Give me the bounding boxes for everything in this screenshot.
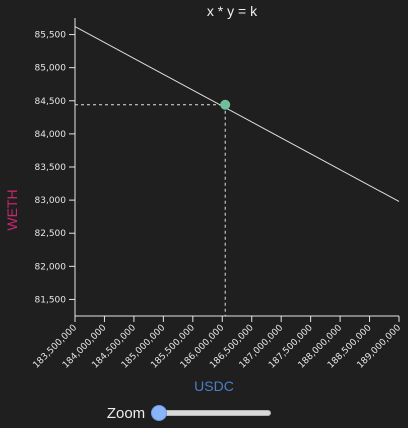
y-tick-label: 84,500 <box>35 97 67 107</box>
y-tick-label: 82,000 <box>35 262 67 272</box>
chart-title: x * y = k <box>207 3 258 19</box>
chart: x * y = k 81,500 82,000 82,500 83,000 83,500… <box>4 3 403 394</box>
x-axis-label: USDC <box>194 378 234 394</box>
curve-line <box>74 26 400 202</box>
zoom-control: Zoom <box>0 400 408 426</box>
y-tick-label: 85,000 <box>35 64 67 74</box>
zoom-label: Zoom <box>106 404 146 422</box>
y-tick-label: 85,500 <box>35 31 67 41</box>
y-tick-label: 83,500 <box>35 163 67 173</box>
y-axis: 81,500 82,000 82,500 83,000 83,500 84,000 84,5… <box>35 18 76 316</box>
y-tick-label: 82,500 <box>35 229 67 239</box>
y-axis-label: WETH <box>4 189 20 230</box>
zoom-slider-track[interactable] <box>151 410 272 416</box>
y-tick-label: 81,500 <box>35 295 67 305</box>
zoom-slider-thumb[interactable] <box>151 405 168 421</box>
plot-area <box>74 26 400 316</box>
current-point-marker <box>220 99 231 110</box>
y-tick-label: 84,000 <box>35 130 67 140</box>
y-tick-label: 83,000 <box>35 196 67 206</box>
x-axis: 183,500,000184,000,000184,500,000185,000… <box>32 315 403 371</box>
zoom-slider[interactable] <box>151 405 272 421</box>
